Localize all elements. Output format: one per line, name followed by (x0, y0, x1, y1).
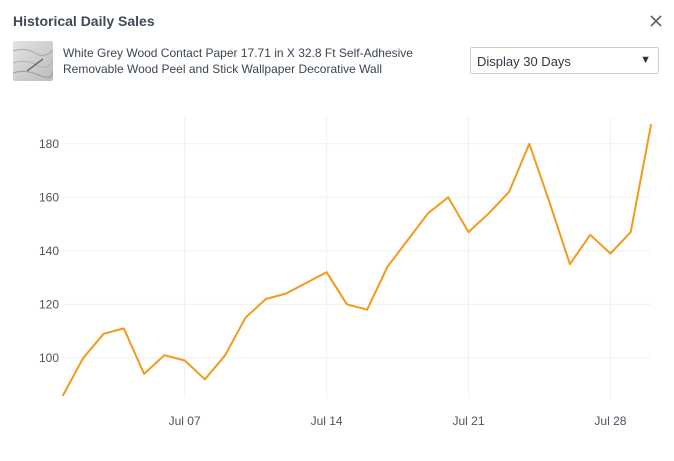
x-tick-label: Jul 14 (311, 414, 343, 428)
y-tick-label: 160 (39, 190, 59, 204)
x-axis-ticks: Jul 07 Jul 14 Jul 21 Jul 28 (169, 414, 627, 428)
y-tick-label: 180 (39, 137, 59, 151)
x-tick-label: Jul 07 (169, 414, 201, 428)
product-thumbnail (13, 41, 53, 81)
product-title-line1: White Grey Wood Contact Paper 17.71 in X… (63, 46, 413, 60)
x-tick-label: Jul 28 (594, 414, 626, 428)
y-tick-label: 120 (39, 297, 59, 311)
range-select-value: Display 30 Days (477, 54, 571, 69)
daily-sales-line (62, 124, 652, 397)
close-icon[interactable] (646, 11, 666, 31)
dropdown-triangle-icon: ▼ (640, 54, 651, 66)
product-title-line2: Removable Wood Peel and Stick Wallpaper … (63, 62, 383, 76)
close-button[interactable] (646, 11, 666, 31)
x-tick-label: Jul 21 (453, 414, 485, 428)
y-tick-label: 100 (39, 351, 59, 365)
range-select[interactable]: Display 30 Days ▼ (470, 47, 659, 74)
product-title: White Grey Wood Contact Paper 17.71 in X… (63, 45, 443, 77)
dialog-title: Historical Daily Sales (13, 13, 155, 29)
chart-grid (63, 117, 651, 398)
series-layer (62, 124, 652, 397)
wood-texture-thumbnail (13, 41, 53, 81)
y-axis-ticks: 100 120 140 160 180 (39, 137, 59, 365)
y-tick-label: 140 (39, 244, 59, 258)
